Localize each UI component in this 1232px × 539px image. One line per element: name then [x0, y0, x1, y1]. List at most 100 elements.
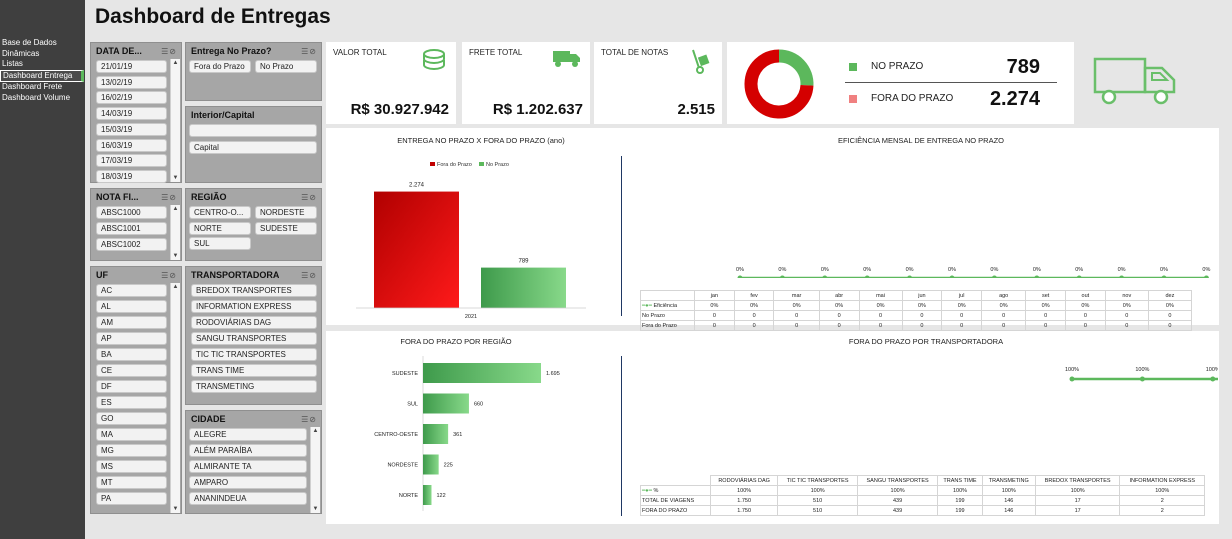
slicer-item[interactable]: ALÉM PARAÍBA	[189, 444, 307, 457]
slicer-item[interactable]: NORDESTE	[255, 206, 317, 219]
legend-swatch-no-prazo	[849, 63, 857, 71]
slicer-item[interactable]: 15/03/19	[96, 122, 167, 136]
table-cell: 0	[981, 320, 1027, 331]
data-label: 0%	[1075, 267, 1083, 273]
filter-icons[interactable]: ☰⊘	[301, 270, 317, 280]
data-label: 0%	[863, 267, 871, 273]
slicer-item[interactable]: ABSC1001	[96, 222, 167, 235]
bar-2	[423, 424, 449, 444]
slicer-item[interactable]: DF	[96, 380, 167, 393]
filter-icons[interactable]: ☰⊘	[301, 46, 317, 56]
slicer-item[interactable]	[189, 124, 317, 137]
slicer-item[interactable]: NORTE	[189, 221, 251, 235]
chart-title-mensal: EFICIÊNCIA MENSAL DE ENTREGA NO PRAZO	[837, 136, 1004, 145]
kpi-frete-total: FRETE TOTAL R$ 1.202.637	[462, 42, 590, 124]
slicer-item[interactable]: ES	[96, 396, 167, 409]
donut-chart	[744, 49, 814, 119]
slicer-item[interactable]: PA	[96, 492, 167, 505]
slicer-item[interactable]: BA	[96, 348, 167, 361]
table-header: abr	[818, 290, 860, 301]
summary-fora-value: 2.274	[989, 88, 1040, 110]
slicer-item[interactable]: MS	[96, 460, 167, 473]
chart-title-transportadora: FORA DO PRAZO POR TRANSPORTADORA	[848, 337, 1004, 346]
table-header: ago	[981, 290, 1027, 301]
summary-card: NO PRAZO 789 FORA DO PRAZO 2.274	[727, 42, 1074, 124]
slicer-item[interactable]: 21/01/19	[96, 60, 167, 73]
slicer-item[interactable]: Capital	[189, 141, 317, 154]
filter-icons[interactable]: ☰⊘	[161, 192, 177, 202]
slicer-item[interactable]: 17/03/19	[96, 154, 167, 168]
data-label: 0%	[1160, 267, 1168, 273]
slicer-item[interactable]: BREDOX TRANSPORTES	[191, 284, 317, 297]
slicer-item[interactable]: 16/02/19	[96, 91, 167, 105]
table-cell: 0	[901, 320, 943, 331]
slicer-item[interactable]: ALEGRE	[189, 428, 307, 441]
table-cell: 439	[856, 505, 939, 516]
data-label: 361	[453, 432, 462, 438]
slicer-title: REGIÃO	[191, 192, 227, 202]
data-label: 122	[436, 493, 445, 499]
nav-listas[interactable]: Listas	[2, 59, 23, 68]
slicer-item[interactable]: TRANS TIME	[191, 364, 317, 377]
chart-mensal: 0% 0% 0% 0% 0% 0% 0% 0% 0% 0% 0% 0%	[736, 267, 1210, 278]
slicer-item[interactable]: AC	[96, 284, 167, 297]
kpi-label: TOTAL DE NOTAS	[601, 48, 669, 57]
truck-icon	[552, 48, 582, 73]
table-cell: 0	[818, 310, 860, 321]
slicer-nota-fiscal: NOTA FI... ☰⊘ ABSC1000 ABSC1001 ABSC1002 ▲ ▼	[90, 188, 182, 261]
slicer-item[interactable]: MA	[96, 428, 167, 441]
nav-dinamicas[interactable]: Dinâmicas	[2, 48, 40, 58]
table-header: TRANSMETING	[981, 475, 1036, 486]
category-label: NORTE	[399, 493, 418, 499]
scrollbar[interactable]: ▲ ▼	[310, 427, 320, 513]
nav-dashboard-volume[interactable]: Dashboard Volume	[2, 92, 71, 102]
slicer-item[interactable]: Fora do Prazo	[189, 60, 251, 73]
scrollbar[interactable]: ▲ ▼	[170, 205, 180, 260]
slicer-item[interactable]: MT	[96, 476, 167, 489]
slicer-item[interactable]: CE	[96, 364, 167, 377]
filter-icons[interactable]: ☰⊘	[161, 46, 177, 56]
table-cell: 0	[858, 320, 903, 331]
slicer-item[interactable]: ABSC1000	[96, 206, 167, 219]
slicer-item[interactable]: TIC TIC TRANSPORTES	[191, 348, 317, 361]
series-point	[1034, 275, 1040, 278]
scrollbar[interactable]: ▲ ▼	[170, 59, 180, 182]
table-cell: 0%	[901, 300, 943, 311]
slicer-item[interactable]: SANGU TRANSPORTES	[191, 332, 317, 345]
slicer-item[interactable]: ABSC1002	[96, 238, 167, 251]
filter-icons[interactable]: ☰⊘	[301, 192, 317, 202]
slicer-item[interactable]: ANANINDEUA	[189, 492, 307, 505]
nav-base-de-dados[interactable]: Base de Dados	[2, 38, 57, 47]
slicer-item[interactable]: AM	[96, 316, 167, 329]
slicer-item[interactable]: 13/02/19	[96, 75, 167, 89]
table-cell: 0	[941, 310, 983, 321]
slicer-item[interactable]: CENTRO-O...	[189, 206, 251, 219]
slicer-item[interactable]: ALMIRANTE TA	[189, 460, 307, 473]
slicer-item[interactable]: GO	[96, 412, 167, 425]
slicer-item[interactable]: MG	[96, 444, 167, 457]
table-cell: 0%	[1065, 300, 1106, 311]
slicer-item[interactable]: 18/03/19	[96, 169, 167, 183]
kpi-total-notas: TOTAL DE NOTAS 2.515	[594, 42, 722, 124]
slicer-item[interactable]: 14/03/19	[96, 107, 167, 121]
series-point	[991, 275, 997, 278]
filter-icons[interactable]: ☰⊘	[161, 270, 177, 280]
table-cell: 146	[981, 505, 1036, 516]
slicer-item[interactable]: No Prazo	[255, 60, 317, 73]
slicer-item[interactable]: INFORMATION EXPRESS	[191, 300, 317, 313]
scrollbar[interactable]: ▲ ▼	[170, 283, 180, 513]
slicer-item[interactable]: RODOVIÁRIAS DAG	[191, 316, 317, 329]
slicer-item[interactable]: AMPARO	[189, 476, 307, 489]
slicer-item[interactable]: 16/03/19	[96, 138, 167, 152]
slicer-item[interactable]: SUDESTE	[255, 221, 317, 235]
filter-icons[interactable]: ☰⊘	[301, 414, 317, 424]
nav-dashboard-frete[interactable]: Dashboard Frete	[2, 82, 63, 91]
series-point	[1139, 376, 1145, 382]
slicer-item[interactable]: SUL	[189, 237, 251, 251]
slicer-item[interactable]: AP	[96, 332, 167, 345]
nav-dashboard-entrega[interactable]: Dashboard Entrega	[0, 69, 84, 82]
kpi-label: FRETE TOTAL	[469, 48, 523, 57]
table-row-label: TOTAL DE VIAGENS	[640, 495, 711, 506]
slicer-item[interactable]: TRANSMETING	[191, 380, 317, 393]
slicer-item[interactable]: AL	[96, 300, 167, 313]
